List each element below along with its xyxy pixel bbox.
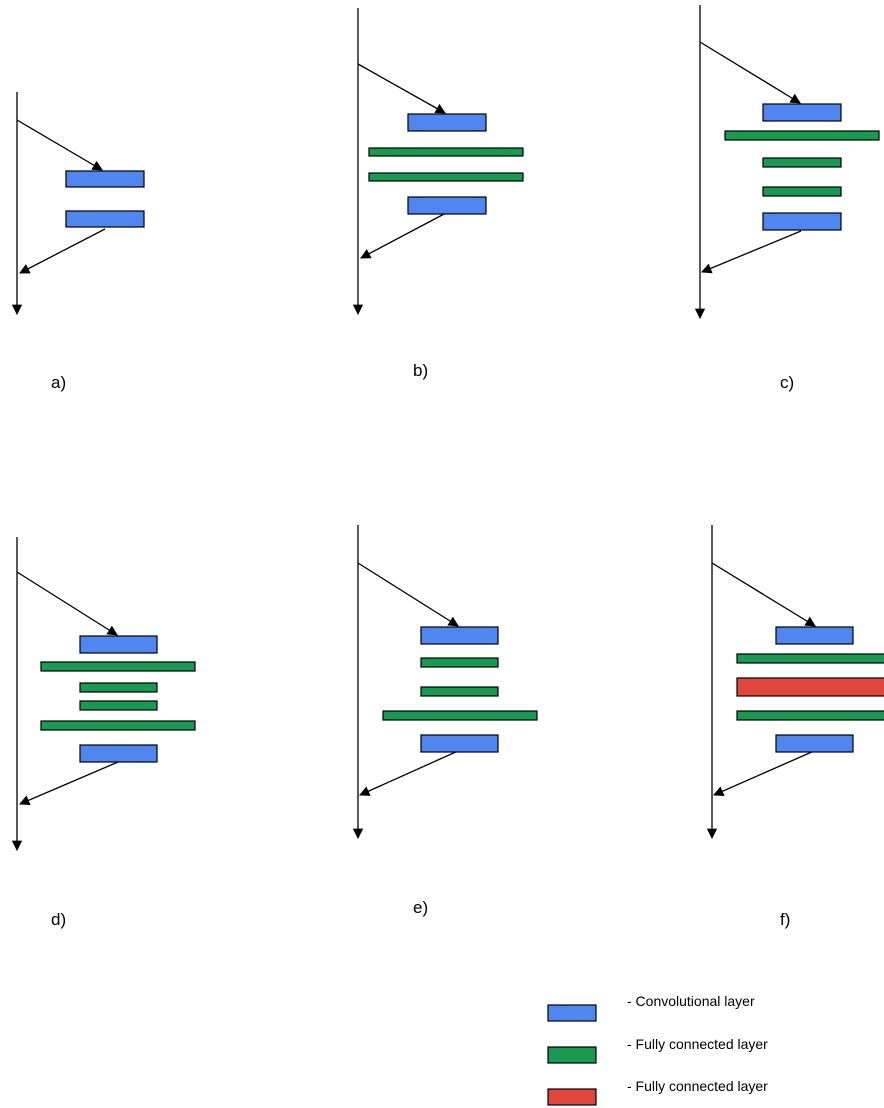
legend-text-fc-alt: - Fully connected layer <box>627 1078 768 1094</box>
legend-text-conv: - Convolutional layer <box>627 993 755 1009</box>
panel-f <box>706 525 884 840</box>
skip-out-arrow <box>19 761 119 806</box>
legend-swatch-fc-alt <box>547 1088 597 1106</box>
skip-in-arrow <box>16 571 118 636</box>
fc-layer <box>40 661 196 672</box>
fc-alt-layer <box>736 677 884 697</box>
fc-layer <box>736 653 884 664</box>
skip-out-arrow <box>19 228 106 274</box>
conv-layer <box>65 210 145 228</box>
panel-label-f: f) <box>780 910 790 929</box>
fc-layer <box>762 157 842 168</box>
skip-in-arrow <box>357 63 446 114</box>
fc-layer <box>762 186 842 197</box>
skip-in-arrow <box>699 41 801 104</box>
conv-layer <box>775 626 854 645</box>
conv-layer <box>65 170 145 188</box>
fc-layer <box>79 700 158 711</box>
skip-out-arrow <box>359 750 459 796</box>
skip-in-arrow <box>711 562 816 627</box>
panel-label-e: e) <box>413 898 428 917</box>
skip-out-arrow <box>360 212 447 259</box>
skip-out-arrow <box>701 230 802 274</box>
panel-label-d: d) <box>51 910 66 929</box>
fc-layer <box>724 130 880 141</box>
panel-label-a: a) <box>51 373 66 392</box>
conv-layer <box>79 744 158 763</box>
fc-layer <box>382 710 538 721</box>
skip-out-arrow <box>713 750 815 796</box>
conv-layer <box>762 103 842 122</box>
skip-in-arrow <box>16 119 103 171</box>
conv-layer <box>775 734 854 753</box>
conv-layer <box>79 635 158 654</box>
fc-layer <box>420 686 499 697</box>
panel-c <box>694 5 880 320</box>
fc-layer <box>368 147 524 157</box>
fc-layer <box>368 172 524 182</box>
conv-layer <box>420 734 499 753</box>
skip-in-arrow <box>357 562 459 627</box>
panel-label-c: c) <box>780 373 794 392</box>
conv-layer <box>762 212 842 231</box>
fc-layer <box>420 657 499 668</box>
legend: - Convolutional layer - Fully connected … <box>547 993 768 1106</box>
conv-layer <box>420 626 499 645</box>
conv-layer <box>407 196 487 215</box>
legend-swatch-fc <box>547 1046 597 1064</box>
legend-text-fc: - Fully connected layer <box>627 1036 768 1052</box>
panel-d <box>11 537 196 852</box>
fc-layer <box>40 720 196 731</box>
fc-layer <box>736 710 884 721</box>
panel-b <box>352 8 524 316</box>
panels <box>11 5 884 852</box>
legend-swatch-conv <box>547 1004 597 1022</box>
panel-label-b: b) <box>413 361 428 380</box>
panel-e <box>352 525 538 840</box>
fc-layer <box>79 682 158 693</box>
panel-a <box>11 92 145 316</box>
conv-layer <box>407 113 487 132</box>
